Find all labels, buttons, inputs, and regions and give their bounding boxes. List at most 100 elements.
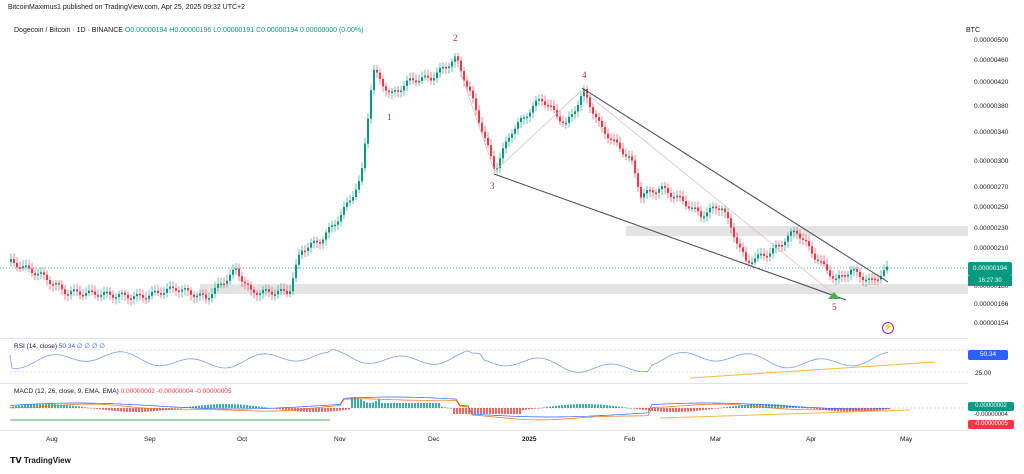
candle <box>583 89 585 97</box>
macd-histogram-bar <box>654 408 656 412</box>
candle <box>742 247 744 253</box>
candle <box>376 69 378 73</box>
candle <box>427 75 429 78</box>
macd-histogram-bar <box>867 408 869 412</box>
candle <box>808 241 810 247</box>
macd-histogram-bar <box>234 404 236 408</box>
candle <box>760 253 762 256</box>
macd-histogram-bar <box>264 407 266 408</box>
candle <box>388 90 390 93</box>
macd-histogram-bar <box>744 404 746 408</box>
candle <box>151 291 153 296</box>
macd-histogram-bar <box>822 408 824 410</box>
candle <box>421 77 423 81</box>
macd-histogram-bar <box>132 408 134 412</box>
wave-label-1: 1 <box>387 112 392 122</box>
wave-label-4: 4 <box>582 70 587 80</box>
candle <box>841 275 843 277</box>
candle <box>250 284 252 290</box>
macd-histogram-bar <box>534 408 536 409</box>
candle <box>553 106 555 110</box>
macd-histogram-bar <box>633 408 635 409</box>
macd-histogram-bar <box>459 408 461 414</box>
candle <box>457 56 459 61</box>
candle <box>559 116 561 122</box>
macd-histogram-bar <box>285 408 287 411</box>
candle <box>169 286 171 289</box>
candle <box>412 78 414 81</box>
candle <box>379 72 381 79</box>
candle <box>70 291 72 295</box>
macd-value-tag: 0.00000002 <box>968 402 1014 411</box>
candle <box>517 122 519 129</box>
macd-histogram-bar <box>870 408 872 412</box>
candle <box>190 290 192 295</box>
macd-histogram-bar <box>57 404 59 408</box>
time-label: Nov <box>334 436 346 443</box>
macd-histogram-bar <box>363 401 365 408</box>
macd-histogram-bar <box>489 408 491 414</box>
macd-histogram-bar <box>762 404 764 408</box>
candle <box>124 292 126 295</box>
candle <box>409 78 411 81</box>
candle <box>115 297 117 299</box>
candle <box>109 291 111 295</box>
macd-histogram-bar <box>18 405 20 408</box>
macd-histogram-bar <box>303 408 305 412</box>
macd-histogram-bar <box>609 405 611 408</box>
macd-histogram-bar <box>180 407 182 409</box>
price-tick: 0.00000166 <box>974 301 1009 308</box>
candle <box>850 269 852 275</box>
candle <box>346 202 348 207</box>
macd-histogram-bar <box>669 408 671 412</box>
macd-histogram-bar <box>309 408 311 412</box>
macd-histogram-bar <box>441 406 443 408</box>
candle <box>616 139 618 143</box>
macd-histogram-bar <box>492 408 494 414</box>
candle <box>121 292 123 295</box>
candle <box>538 99 540 101</box>
symbol-name[interactable]: Dogecoin / Bitcoin · 1D · BINANCE <box>14 27 123 34</box>
candle <box>331 225 333 228</box>
candle <box>778 244 780 247</box>
published-info: BitcoinMaximus1 published on TradingView… <box>8 4 246 11</box>
price-chart[interactable] <box>0 0 968 474</box>
macd-histogram-bar <box>567 404 569 408</box>
macd-histogram-bar <box>519 408 521 414</box>
macd-legend[interactable]: MACD (12, 26, close, 9, EMA, EMA) 0.0000… <box>14 388 232 395</box>
replay-icon[interactable]: ⚡ <box>882 322 894 334</box>
candle <box>712 206 714 209</box>
candle <box>223 283 225 286</box>
candle <box>280 289 282 292</box>
candle <box>652 190 654 193</box>
candle <box>373 69 375 91</box>
candle <box>220 283 222 286</box>
time-label: Mar <box>710 436 722 443</box>
macd-histogram-bar <box>660 408 662 412</box>
price-axis[interactable]: 0.00000500 0.00000460 0.00000420 0.00000… <box>972 0 1024 340</box>
candle <box>526 116 528 119</box>
tradingview-logo[interactable]: 𝗧𝗩 TradingView <box>10 456 71 465</box>
candle <box>829 270 831 277</box>
candle <box>304 250 306 253</box>
macd-histogram-bar <box>690 408 692 412</box>
symbol-legend: Dogecoin / Bitcoin · 1D · BINANCE O0.000… <box>14 27 364 34</box>
candle <box>685 201 687 207</box>
pane-separator[interactable] <box>0 338 968 339</box>
macd-histogram-bar <box>636 408 638 410</box>
macd-histogram-bar <box>114 408 116 412</box>
candle <box>595 113 597 118</box>
macd-histogram-bar <box>288 408 290 411</box>
rsi-legend[interactable]: RSI (14, close) 50.34 ∅ ∅ ∅ ∅ <box>14 342 105 350</box>
macd-histogram-bar <box>240 404 242 408</box>
candle <box>859 271 861 277</box>
candle <box>646 189 648 194</box>
pane-separator[interactable] <box>0 383 968 384</box>
macd-histogram-bar <box>219 404 221 408</box>
candle <box>28 265 30 269</box>
macd-histogram-bar <box>393 403 395 408</box>
candle <box>454 56 456 62</box>
last-price-tag: 0.00000194 <box>968 262 1012 276</box>
candle <box>160 293 162 295</box>
candle <box>820 261 822 263</box>
